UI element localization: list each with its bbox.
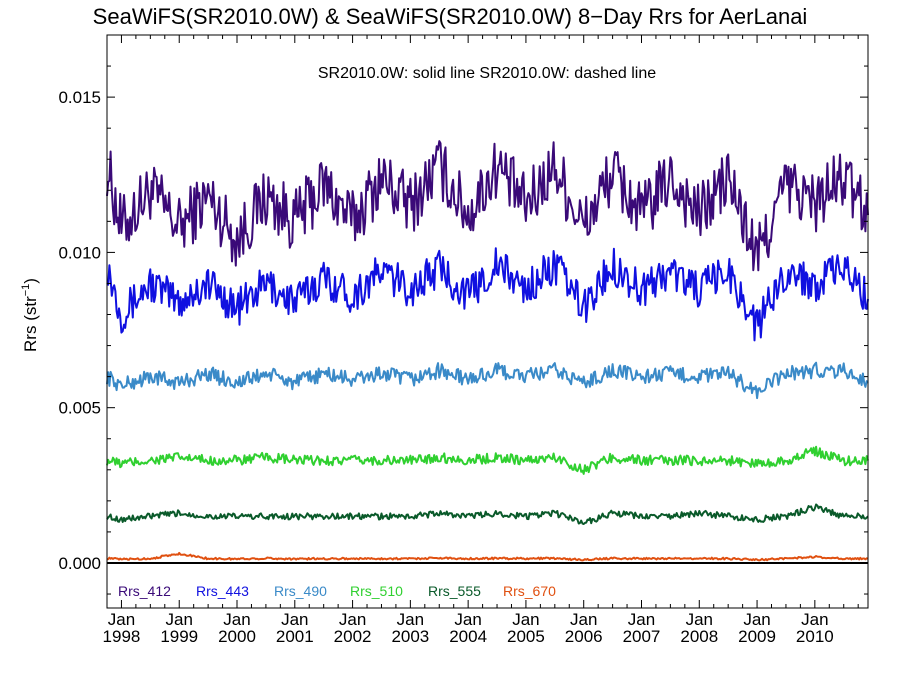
y-axis-label-superscript: −1 bbox=[20, 284, 32, 297]
x-tick-label-month: Jan bbox=[628, 610, 655, 629]
x-tick-label-month: Jan bbox=[108, 610, 135, 629]
y-tick-label: 0.000 bbox=[58, 554, 101, 573]
x-tick-label-year: 2009 bbox=[738, 627, 776, 646]
series-line-rrs-555 bbox=[106, 503, 869, 525]
x-tick-label-month: Jan bbox=[686, 610, 713, 629]
legend-rrs-443: Rrs_443 bbox=[196, 583, 249, 599]
y-axis-label-main: Rrs (str bbox=[21, 296, 40, 352]
x-tick-label-year: 1999 bbox=[160, 627, 198, 646]
y-axis-label: Rrs (str−1) bbox=[20, 278, 40, 352]
x-tick-label-year: 2010 bbox=[796, 627, 834, 646]
x-tick-label-year: 2002 bbox=[334, 627, 372, 646]
y-tick-label: 0.010 bbox=[58, 243, 101, 262]
x-tick-label-year: 2006 bbox=[565, 627, 603, 646]
x-tick-label-month: Jan bbox=[743, 610, 770, 629]
x-tick-label-month: Jan bbox=[281, 610, 308, 629]
x-tick-label-year: 2004 bbox=[449, 627, 487, 646]
x-tick-label-year: 2005 bbox=[507, 627, 545, 646]
series-line-rrs-412 bbox=[106, 140, 869, 272]
x-tick-label-year: 2000 bbox=[218, 627, 256, 646]
plot-layer bbox=[106, 140, 869, 564]
x-tick-label-month: Jan bbox=[512, 610, 539, 629]
legend-rrs-555: Rrs_555 bbox=[428, 583, 481, 599]
chart-annotation: SR2010.0W: solid line SR2010.0W: dashed … bbox=[318, 65, 656, 82]
x-tick-label-year: 2008 bbox=[680, 627, 718, 646]
legend-rrs-412: Rrs_412 bbox=[118, 583, 171, 599]
x-tick-label-month: Jan bbox=[339, 610, 366, 629]
y-tick-label: 0.005 bbox=[58, 399, 101, 418]
series-line-rrs-443 bbox=[106, 247, 869, 342]
y-tick-label: 0.015 bbox=[58, 88, 101, 107]
plot-frame bbox=[106, 34, 869, 609]
x-tick-label-month: Jan bbox=[801, 610, 828, 629]
x-tick-label-year: 2007 bbox=[623, 627, 661, 646]
x-tick-label-month: Jan bbox=[454, 610, 481, 629]
series-line-rrs-490 bbox=[106, 361, 869, 400]
x-tick-label-month: Jan bbox=[570, 610, 597, 629]
series-line-rrs-670 bbox=[106, 551, 869, 562]
legend-rrs-670: Rrs_670 bbox=[503, 583, 556, 599]
chart-title: SeaWiFS(SR2010.0W) & SeaWiFS(SR2010.0W) … bbox=[93, 4, 808, 29]
x-tick-label-month: Jan bbox=[223, 610, 250, 629]
series-line-rrs-510 bbox=[106, 445, 869, 475]
x-tick-label-year: 2001 bbox=[276, 627, 314, 646]
legend-rrs-510: Rrs_510 bbox=[350, 583, 403, 599]
y-axis-label-close: ) bbox=[21, 278, 40, 284]
x-tick-label-year: 1998 bbox=[103, 627, 141, 646]
x-tick-label-month: Jan bbox=[397, 610, 424, 629]
legend-rrs-490: Rrs_490 bbox=[274, 583, 327, 599]
x-tick-label-year: 2003 bbox=[391, 627, 429, 646]
x-tick-label-month: Jan bbox=[166, 610, 193, 629]
